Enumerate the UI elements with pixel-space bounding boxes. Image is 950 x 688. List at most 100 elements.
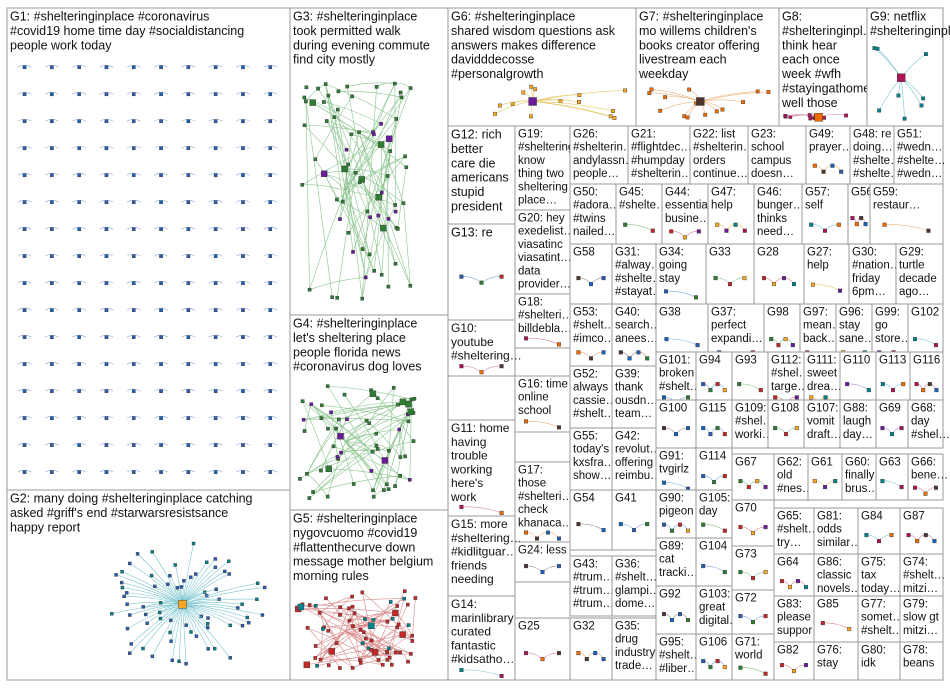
vertex-node xyxy=(241,92,245,97)
group-nodes xyxy=(701,564,727,575)
group-label: G9: netflix#shelteringinpl… xyxy=(870,10,950,38)
edge-line xyxy=(126,145,141,149)
vertex-node xyxy=(696,229,701,234)
vertex-node xyxy=(385,650,389,654)
group-label: G7: #shelteringinplace mo willems childre… xyxy=(638,10,763,82)
vertex-node xyxy=(662,612,667,617)
vertex-node xyxy=(77,335,81,339)
vertex-node xyxy=(175,586,180,590)
vertex-node xyxy=(882,222,887,227)
group-nodes xyxy=(713,276,747,287)
group-g81: G81: odds similar… xyxy=(813,507,862,555)
vertex-node xyxy=(350,94,354,99)
vertex-node xyxy=(391,386,396,390)
edge-line xyxy=(355,172,404,204)
edge-line xyxy=(345,441,378,450)
vertex-node xyxy=(647,91,652,95)
edge-line xyxy=(99,145,114,149)
vertex-node xyxy=(820,621,825,626)
vertex-node xyxy=(268,65,273,70)
edge-line xyxy=(306,440,414,475)
group-label: G45: #shelte… xyxy=(619,187,668,212)
edge-line xyxy=(182,604,231,659)
group-border xyxy=(807,453,843,501)
vertex-node xyxy=(241,470,245,474)
vertex-node xyxy=(129,642,133,646)
group-g60: G60: finally brus… xyxy=(841,453,879,501)
group-label: G13: re xyxy=(451,226,493,240)
vertex-node xyxy=(722,432,727,437)
vertex-node xyxy=(369,469,374,473)
vertex-node xyxy=(120,570,124,574)
group-label: G65: #shelt… try… xyxy=(777,511,819,549)
group-border xyxy=(655,585,697,635)
edge-line xyxy=(345,441,385,491)
edge-line xyxy=(181,307,196,311)
group-g23: G23: school campus doesn… xyxy=(747,125,807,185)
edge-line xyxy=(327,441,346,497)
vertex-node xyxy=(576,522,581,527)
edge-line xyxy=(320,659,383,666)
group-label: G90: pigeon xyxy=(659,493,694,518)
edge-line xyxy=(348,608,361,661)
vertex-node xyxy=(217,597,221,602)
vertex-node xyxy=(782,276,787,281)
group-label: G66: bene… xyxy=(911,457,948,482)
vertex-node xyxy=(772,282,777,287)
vertex-node xyxy=(300,399,305,403)
edge-line xyxy=(461,669,502,677)
vertex-node xyxy=(410,633,414,638)
vertex-node xyxy=(125,602,129,606)
vertex-node xyxy=(131,254,136,259)
group-g70: G70 xyxy=(731,499,775,547)
vertex-node xyxy=(104,92,109,97)
vertex-node xyxy=(926,228,931,233)
group-border xyxy=(841,453,877,501)
vertex-node xyxy=(823,395,828,400)
vertex-node xyxy=(341,165,348,173)
vertex-node xyxy=(128,561,132,566)
edge-line xyxy=(315,645,353,669)
vertex-node xyxy=(413,596,418,600)
group-g83: G83: please suppor… xyxy=(773,595,824,643)
vertex-node xyxy=(708,388,713,393)
group-label: G22: list #shelterin… orders continue… xyxy=(693,129,754,181)
group-g46: G46: bunger… thinks need… xyxy=(753,183,804,245)
vertex-node xyxy=(322,100,326,104)
group-border xyxy=(803,399,841,449)
group-border xyxy=(869,183,944,245)
group-label: G89: cat tracki… xyxy=(659,541,698,579)
edge-line xyxy=(154,226,169,230)
group-border xyxy=(731,499,775,547)
vertex-node xyxy=(686,395,691,400)
vertex-node xyxy=(189,575,193,579)
group-border xyxy=(695,447,733,497)
edge-line xyxy=(154,307,169,311)
edge-line xyxy=(154,415,169,419)
vertex-node xyxy=(22,443,27,447)
vertex-node xyxy=(788,585,793,590)
vertex-node xyxy=(823,485,828,490)
vertex-node xyxy=(766,90,771,94)
group-label: G69 xyxy=(879,403,901,415)
vertex-node xyxy=(241,119,245,124)
vertex-node xyxy=(131,227,136,232)
group-nodes xyxy=(738,614,768,625)
group-nodes xyxy=(524,651,562,662)
vertex-node xyxy=(339,450,343,455)
edge-line xyxy=(44,91,59,95)
vertex-node xyxy=(128,651,132,655)
group-g74: G74: #shelt… mitzi… xyxy=(899,553,945,601)
edge-line xyxy=(532,101,614,112)
group-g84: G84 xyxy=(857,507,901,555)
group-nodes xyxy=(880,382,906,393)
vertex-node xyxy=(316,86,320,91)
group-nodes xyxy=(715,222,747,233)
group-label: G1: #shelteringinplace #coronavirus #covi… xyxy=(10,10,244,53)
edge-line xyxy=(99,307,114,311)
edge-line xyxy=(298,608,396,614)
edge-line xyxy=(304,125,397,228)
edge-line xyxy=(235,118,250,122)
group-label: G4: #shelteringinplace let's sheltering p… xyxy=(293,317,422,374)
group-label: G56 xyxy=(851,187,873,199)
